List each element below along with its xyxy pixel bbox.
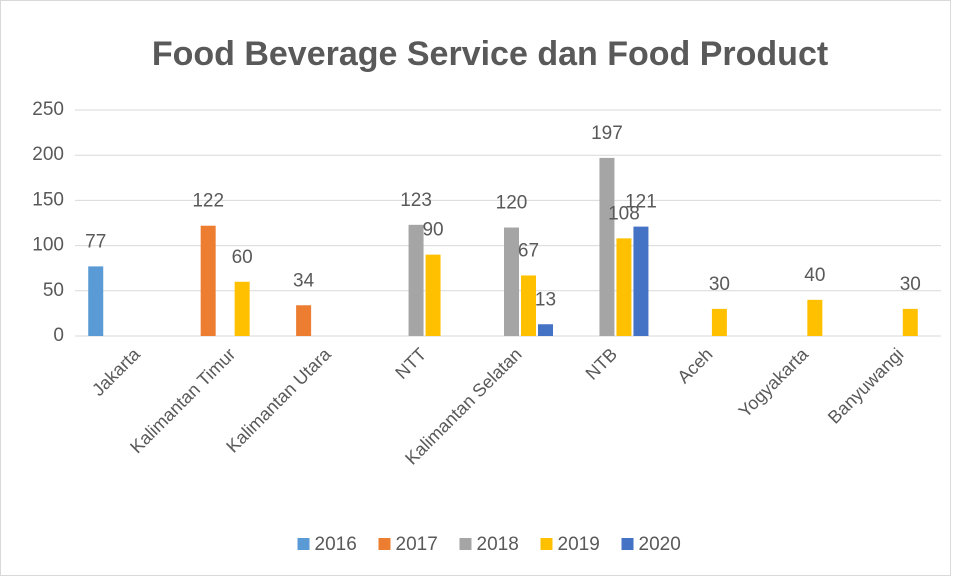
bar [538,324,553,336]
y-tick-label: 200 [32,144,64,165]
bar [425,254,441,336]
legend-label: 2016 [315,534,357,555]
data-label: 121 [625,192,657,213]
data-label: 67 [518,240,539,261]
bar [200,225,216,336]
legend-label: 2017 [396,534,438,555]
y-tick-label: 150 [32,189,64,210]
data-label: 108 [608,203,640,224]
legend-swatch [459,538,472,550]
y-tick-label: 250 [32,99,64,120]
bar [902,308,918,336]
legend-label: 2020 [639,534,681,555]
bar [296,305,312,336]
data-label: 122 [192,191,224,212]
bar [616,238,632,336]
y-tick-label: 100 [32,235,64,256]
legend-label: 2018 [477,534,519,555]
data-label: 77 [85,231,106,252]
bar [807,299,823,336]
bar [88,266,104,336]
bar [408,224,424,336]
bar [521,275,536,336]
data-label: 30 [900,274,921,295]
bar [234,281,250,336]
bar [504,227,519,336]
legend-swatch [540,538,553,550]
data-label: 60 [232,247,253,268]
data-label: 34 [293,270,315,291]
legend-swatch [378,538,391,550]
bar [599,157,615,336]
y-tick-label: 0 [53,325,64,346]
y-tick-label: 50 [43,280,64,301]
legend-swatch [297,538,310,550]
legend-swatch [621,538,634,550]
data-label: 90 [422,220,443,241]
data-label: 197 [591,123,623,144]
data-label: 123 [400,190,432,211]
bar [633,226,649,336]
legend-label: 2019 [558,534,600,555]
data-label: 40 [804,265,825,286]
data-label: 13 [535,289,556,310]
data-label: 30 [709,274,730,295]
bar [711,308,727,336]
data-label: 120 [496,193,528,214]
chart-title: Food Beverage Service dan Food Product [152,35,828,73]
